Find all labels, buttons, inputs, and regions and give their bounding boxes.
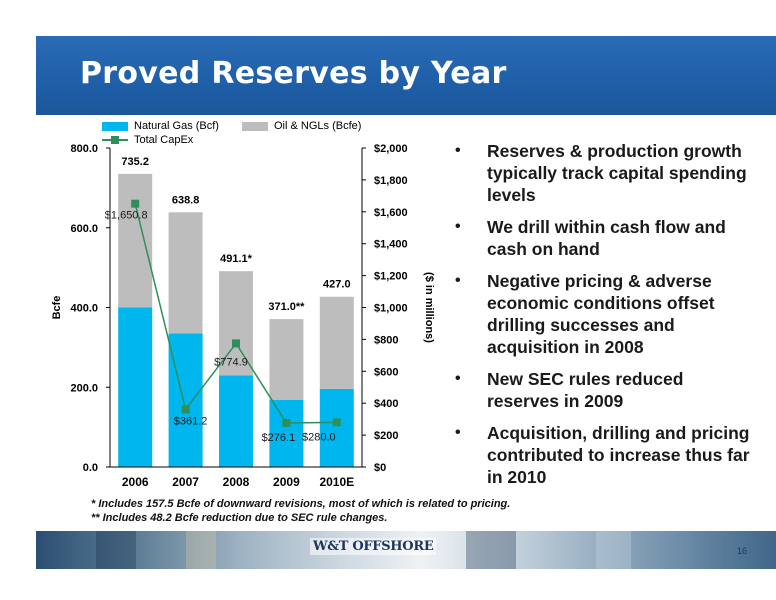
x-tick-label: 2009 <box>273 475 300 489</box>
bullet-list: Reserves & production growth typically t… <box>455 140 755 498</box>
y2-tick-label: $1,800 <box>374 175 408 187</box>
title-banner: Proved Reserves by Year <box>36 36 776 115</box>
y2-tick-label: $1,600 <box>374 207 408 219</box>
bar-total-label: 427.0 <box>323 279 351 291</box>
y2-tick-label: $0 <box>374 462 386 474</box>
footer-photo-strip <box>36 531 776 569</box>
capex-data-label: $361.2 <box>174 415 208 427</box>
bar-natural-gas <box>168 333 203 467</box>
bar-oil-ngls <box>118 173 153 308</box>
bullet-item: We drill within cash flow and cash on ha… <box>455 216 755 260</box>
bar-oil-ngls <box>269 319 304 401</box>
capex-point <box>131 199 140 208</box>
bullet-item: Negative pricing & adverse economic cond… <box>455 270 755 358</box>
y2-tick-label: $200 <box>374 430 398 442</box>
footnote-sec-rules: ** Includes 48.2 Bcfe reduction due to S… <box>91 512 388 524</box>
y-tick-label: 800.0 <box>70 143 98 155</box>
y2-tick-label: $600 <box>374 366 398 378</box>
legend-label-oil: Oil & NGLs (Bcfe) <box>274 120 362 132</box>
y-tick-label: 400.0 <box>70 303 98 315</box>
y-tick-label: 0.0 <box>83 462 98 474</box>
bar-natural-gas <box>118 307 153 467</box>
y2-axis-title: ($ in millions) <box>423 272 435 343</box>
legend-label-capex: Total CapEx <box>134 134 194 146</box>
slide-title: Proved Reserves by Year <box>80 56 507 91</box>
legend-swatch-oil <box>242 121 268 131</box>
x-tick-label: 2010E <box>319 475 354 489</box>
capex-point <box>282 418 291 427</box>
legend-marker-capex <box>102 136 128 144</box>
legend-item-capex: Total CapEx <box>102 134 193 146</box>
bullet-item: Acquisition, drilling and pricing contri… <box>455 422 755 488</box>
bar-total-label: 371.0** <box>268 301 305 313</box>
y2-tick-label: $1,200 <box>374 271 408 283</box>
legend-item-gas: Natural Gas (Bcf) <box>102 120 219 132</box>
bullet-item: Reserves & production growth typically t… <box>455 140 755 206</box>
bullet-item: New SEC rules reduced reserves in 2009 <box>455 368 755 412</box>
bar-total-label: 638.8 <box>172 194 200 206</box>
bar-total-label: 491.1* <box>220 253 253 265</box>
capex-data-label: $1,650.8 <box>105 210 148 222</box>
bar-oil-ngls <box>168 212 203 334</box>
capex-point <box>232 339 240 348</box>
capex-point <box>181 405 190 414</box>
legend-swatch-gas <box>102 121 128 131</box>
footnote-revisions: * Includes 157.5 Bcfe of downward revisi… <box>91 498 511 510</box>
y-axis-title: Bcfe <box>51 296 63 320</box>
y2-tick-label: $1,400 <box>374 239 408 251</box>
company-logo: W&T OFFSHORE <box>310 538 437 555</box>
legend-item-oil: Oil & NGLs (Bcfe) <box>242 120 361 132</box>
bar-natural-gas <box>219 375 253 467</box>
x-tick-label: 2008 <box>223 475 250 489</box>
page-number: 16 <box>737 546 748 556</box>
capex-data-label: $774.9 <box>214 356 248 368</box>
bar-natural-gas <box>269 400 304 467</box>
legend-label-gas: Natural Gas (Bcf) <box>134 120 219 132</box>
capex-data-label: $280.0 <box>302 431 336 443</box>
bar-total-label: 735.2 <box>121 156 149 168</box>
bar-oil-ngls <box>319 296 354 389</box>
y-tick-label: 200.0 <box>70 382 98 394</box>
bar-natural-gas <box>319 388 354 467</box>
x-tick-label: 2006 <box>122 475 149 489</box>
x-tick-label: 2007 <box>172 475 199 489</box>
y2-tick-label: $800 <box>374 334 398 346</box>
capex-data-label: $276.1 <box>262 432 296 444</box>
y2-tick-label: $1,000 <box>374 303 408 315</box>
y2-tick-label: $400 <box>374 398 398 410</box>
capex-point <box>332 418 341 427</box>
y-tick-label: 600.0 <box>70 223 98 235</box>
y2-tick-label: $2,000 <box>374 143 408 155</box>
